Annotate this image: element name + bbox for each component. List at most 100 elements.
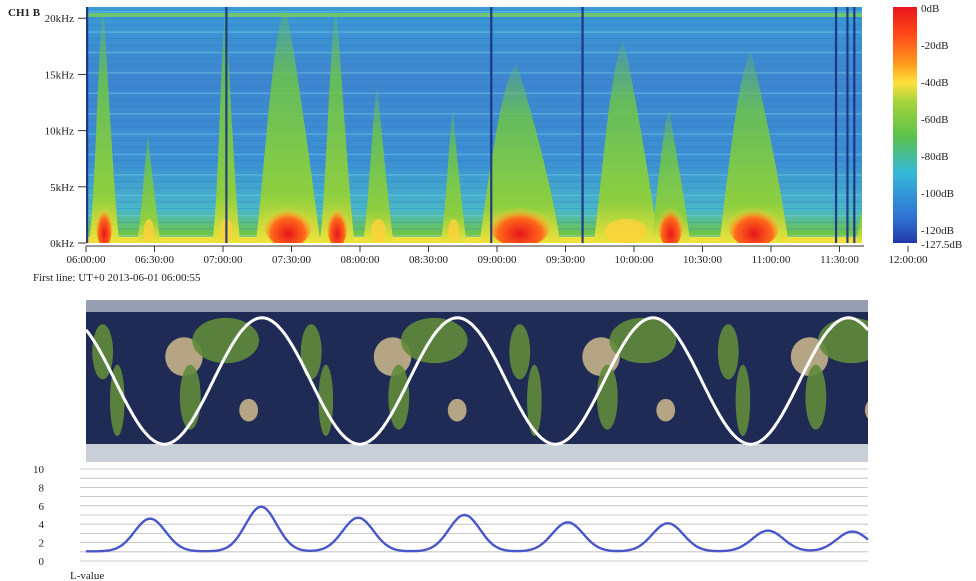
x-tick-label: 06:00:00	[66, 254, 106, 266]
x-tick-label: 07:30:00	[272, 254, 312, 266]
l-value-series-line	[86, 505, 869, 553]
emission-burst	[319, 7, 355, 243]
emission-burst-core	[489, 203, 551, 243]
continent	[926, 324, 947, 379]
noise-line	[86, 113, 862, 115]
spectrogram-bursts	[89, 7, 883, 243]
emission-burst-core	[370, 219, 386, 243]
emission-burst	[89, 7, 120, 243]
spectrogram-noise-lines	[86, 11, 862, 243]
colorbar-label: -120dB	[921, 225, 954, 237]
noise-line-top	[86, 13, 862, 17]
data-gap-line	[846, 7, 849, 243]
continent	[300, 324, 322, 380]
emission-burst	[719, 51, 789, 243]
l-value-panel: 0 2 4 6 8 10 L-value	[33, 464, 869, 581]
data-gap-line	[86, 7, 89, 243]
noise-line	[86, 187, 862, 189]
colorbar-label: -100dB	[921, 188, 954, 200]
x-tick-label: 10:30:00	[683, 254, 723, 266]
noise-line	[86, 72, 862, 74]
noise-line	[86, 228, 862, 230]
noise-line	[86, 235, 862, 237]
noise-line	[86, 174, 862, 176]
emission-burst-core	[326, 203, 348, 243]
x-tick-label: 11:00:00	[752, 254, 791, 266]
noise-line	[86, 38, 862, 39]
data-gap-line	[490, 7, 493, 243]
x-tick-label: 07:00:00	[203, 254, 243, 266]
noise-line	[86, 208, 862, 209]
data-gap-line	[853, 7, 856, 243]
continent	[656, 398, 676, 422]
continent	[609, 317, 677, 364]
colorbar-labels: 0dB -20dB -40dB -60dB -80dB -100dB -120dB -127.…	[921, 3, 962, 251]
noise-line	[86, 31, 862, 33]
noise-line	[86, 140, 862, 141]
x-tick-label: 09:00:00	[477, 254, 517, 266]
continent	[447, 398, 467, 422]
emission-burst-core	[865, 219, 883, 243]
continent	[717, 324, 739, 380]
y-tick-label: 0	[39, 556, 45, 568]
ground-track-line	[86, 316, 868, 446]
emission-burst	[363, 85, 394, 243]
y-tick-label: 4	[39, 519, 45, 531]
noise-line	[86, 194, 862, 196]
emission-burst	[856, 209, 862, 243]
noise-line	[86, 147, 862, 148]
colorbar-label: -127.5dB	[921, 239, 962, 251]
emission-burst-core	[728, 203, 780, 243]
continent	[109, 364, 125, 437]
continent	[735, 364, 751, 437]
arctic-ice	[86, 300, 868, 312]
emission-burst-core	[264, 203, 312, 243]
colorbar-label: -40dB	[921, 77, 949, 89]
colorbar-label: -80dB	[921, 151, 949, 163]
continent	[944, 365, 959, 436]
continent	[239, 398, 259, 422]
noise-line	[86, 45, 862, 46]
l-value-xlabel: L-value	[70, 570, 104, 581]
emission-burst-core	[143, 219, 154, 243]
y-tick-label: 8	[39, 482, 45, 494]
y-tick-label: 0kHz	[50, 238, 74, 250]
y-tick-label: 20kHz	[45, 13, 74, 25]
x-tick-label: 12:00:00	[888, 254, 928, 266]
data-gap-line	[581, 7, 584, 243]
continent	[509, 324, 531, 380]
colorbar-label: -60dB	[921, 114, 949, 126]
l-value-gridlines	[80, 468, 868, 562]
continent	[400, 317, 468, 364]
antarctica	[86, 444, 868, 462]
continent	[527, 364, 542, 437]
noise-line	[86, 201, 862, 203]
noise-line	[86, 85, 862, 87]
y-tick-label: 10	[33, 464, 45, 476]
continent	[179, 364, 201, 430]
noise-line	[86, 11, 862, 13]
continent	[596, 364, 618, 430]
emission-burst-core	[96, 203, 113, 243]
emission-burst	[650, 108, 691, 243]
y-tick-label: 15kHz	[45, 69, 74, 81]
emission-burst	[593, 40, 659, 243]
noise-line	[86, 106, 862, 107]
x-tick-label: 11:30:00	[820, 254, 859, 266]
noise-line	[86, 24, 862, 26]
first-line-caption: First line: UT+0 2013-06-01 06:00:55	[33, 272, 201, 284]
colorbar-label: -20dB	[921, 40, 949, 52]
noise-line	[86, 119, 862, 121]
continent	[388, 364, 410, 430]
noise-line	[86, 221, 862, 223]
x-tick-label: 09:30:00	[546, 254, 586, 266]
emission-burst	[440, 108, 467, 243]
emission-burst-core	[605, 219, 648, 243]
world-map-panel	[86, 300, 959, 462]
noise-line	[86, 167, 862, 169]
y-tick-label: 6	[39, 501, 45, 513]
noise-line	[86, 79, 862, 80]
data-gap-line	[834, 7, 838, 243]
spectrogram-title: CH1 B	[8, 7, 41, 19]
